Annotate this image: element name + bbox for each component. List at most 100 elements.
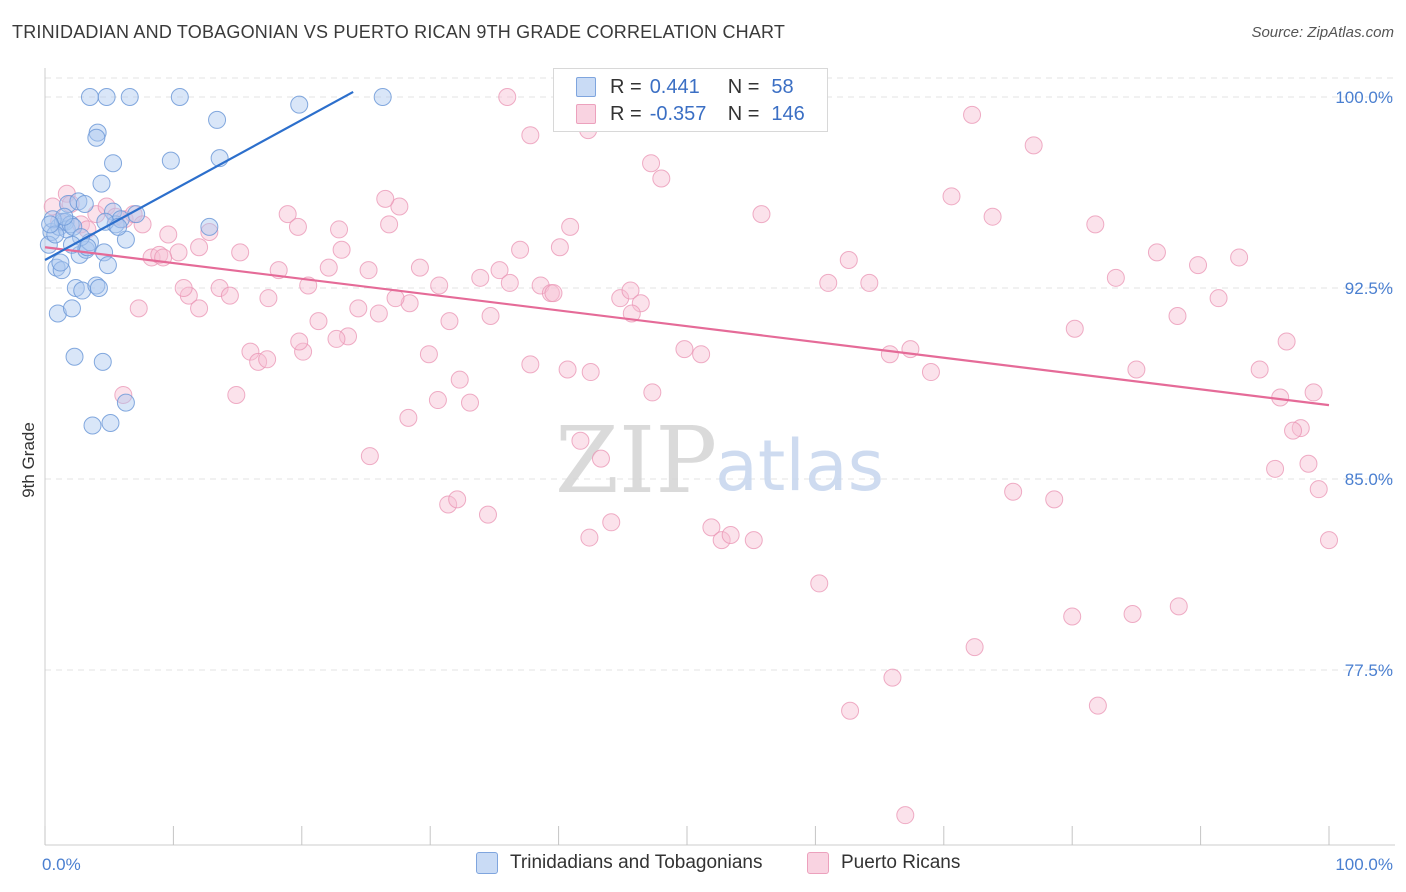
data-point-puerto-ricans	[400, 294, 419, 313]
data-point-puerto-ricans	[622, 304, 641, 323]
data-point-puerto-ricans	[921, 363, 940, 382]
watermark: ZIP atlas	[555, 407, 884, 514]
data-point-puerto-ricans	[1284, 421, 1303, 440]
data-point-puerto-ricans	[675, 340, 694, 359]
data-point-puerto-ricans	[159, 225, 178, 244]
data-point-trinidadians	[80, 88, 99, 106]
data-point-puerto-ricans	[360, 447, 379, 466]
data-point-puerto-ricans	[841, 701, 860, 720]
data-point-trinidadians	[208, 110, 227, 129]
data-point-puerto-ricans	[1299, 454, 1318, 473]
data-point-puerto-ricans	[896, 806, 915, 825]
data-point-puerto-ricans	[478, 505, 497, 524]
legend-swatch-blue	[476, 852, 498, 874]
data-point-puerto-ricans	[721, 526, 740, 545]
data-point-puerto-ricans	[190, 299, 209, 318]
data-point-puerto-ricans	[621, 281, 640, 300]
data-point-puerto-ricans	[1168, 307, 1187, 326]
legend-r-value: -0.357	[649, 102, 707, 125]
legend-item-trinidadians[interactable]: Trinidadians and Tobagonians	[476, 852, 762, 874]
legend-r-label: R =	[610, 75, 642, 98]
legend-swatch-pink	[576, 104, 596, 124]
data-point-puerto-ricans	[43, 197, 62, 216]
data-point-puerto-ricans	[983, 207, 1002, 226]
data-point-puerto-ricans	[471, 268, 490, 287]
data-point-puerto-ricans	[410, 258, 429, 277]
data-point-puerto-ricans	[439, 495, 458, 514]
data-point-puerto-ricans	[428, 391, 447, 410]
data-point-puerto-ricans	[129, 299, 148, 318]
data-point-puerto-ricans	[580, 528, 599, 547]
data-point-puerto-ricans	[550, 238, 569, 257]
data-point-trinidadians	[87, 128, 106, 147]
data-point-puerto-ricans	[288, 217, 307, 236]
data-point-puerto-ricans	[259, 289, 278, 308]
data-point-trinidadians	[290, 95, 309, 114]
data-point-puerto-ricans	[581, 363, 600, 382]
trend-lines	[44, 90, 1330, 407]
data-point-puerto-ricans	[1189, 256, 1208, 275]
data-point-trinidadians	[87, 276, 106, 295]
data-point-puerto-ricans	[319, 258, 338, 277]
data-point-puerto-ricans	[369, 304, 388, 323]
data-point-trinidadians	[120, 88, 139, 106]
data-point-trinidadians	[51, 253, 70, 272]
trend-line-puerto-ricans	[44, 246, 1330, 407]
legend-row-trinidadians: R = 0.441 N = 58	[576, 75, 794, 99]
legend-n-label: N =	[727, 75, 760, 98]
axes	[44, 68, 1395, 846]
data-point-trinidadians	[89, 279, 108, 297]
legend-label: Trinidadians and Tobagonians	[510, 852, 763, 873]
data-point-puerto-ricans	[440, 312, 459, 331]
data-point-puerto-ricans	[1024, 136, 1043, 155]
data-point-puerto-ricans	[174, 279, 193, 297]
y-tick-label: 77.5%	[1345, 661, 1393, 680]
data-point-puerto-ricans	[642, 154, 661, 173]
data-point-puerto-ricans	[1304, 383, 1323, 402]
correlation-legend: R = 0.441 N = 58 R = -0.357 N = 146	[553, 68, 828, 132]
source-label: Source: ZipAtlas.com	[1251, 24, 1394, 41]
y-tick-label: 92.5%	[1345, 279, 1393, 298]
tick-labels: 77.5% 85.0% 92.5% 100.0% 0.0% 100.0%	[42, 88, 1393, 874]
data-point-puerto-ricans	[1230, 248, 1249, 267]
legend-item-puerto-ricans[interactable]: Puerto Ricans	[807, 852, 960, 874]
data-point-trinidadians	[52, 261, 71, 280]
legend-swatch-blue	[576, 77, 596, 97]
data-point-puerto-ricans	[481, 307, 500, 326]
legend-r-value: 0.441	[649, 75, 700, 98]
data-point-trinidadians	[104, 154, 123, 173]
data-point-puerto-ricans	[227, 385, 246, 404]
data-point-puerto-ricans	[258, 350, 277, 369]
data-point-puerto-ricans	[561, 217, 580, 236]
data-point-puerto-ricans	[752, 205, 771, 224]
data-point-puerto-ricans	[963, 105, 982, 124]
data-point-puerto-ricans	[450, 370, 469, 389]
data-point-puerto-ricans	[461, 393, 480, 412]
data-point-puerto-ricans	[1147, 243, 1166, 262]
data-point-puerto-ricans	[332, 240, 351, 259]
data-point-puerto-ricans	[643, 383, 662, 402]
data-point-puerto-ricans	[883, 668, 902, 687]
data-point-puerto-ricans	[521, 126, 540, 145]
data-point-puerto-ricans	[1169, 597, 1188, 616]
data-point-puerto-ricans	[190, 238, 209, 257]
legend-label: Puerto Ricans	[841, 852, 961, 873]
data-point-puerto-ricans	[860, 273, 879, 292]
data-point-puerto-ricans	[1250, 360, 1269, 379]
data-point-puerto-ricans	[544, 284, 563, 303]
data-point-puerto-ricans	[942, 187, 961, 206]
grid-lines	[45, 77, 1395, 671]
x-tick-label: 100.0%	[1335, 855, 1393, 874]
data-point-puerto-ricans	[448, 490, 467, 509]
data-point-puerto-ricans	[1277, 332, 1296, 351]
data-point-puerto-ricans	[1065, 319, 1084, 338]
y-tick-label: 100.0%	[1335, 88, 1393, 107]
data-point-trinidadians	[101, 413, 120, 432]
series-legend: Trinidadians and Tobagonians Puerto Rica…	[0, 852, 1406, 878]
data-point-trinidadians	[43, 210, 62, 229]
data-point-puerto-ricans	[1004, 482, 1023, 501]
data-point-puerto-ricans	[390, 197, 409, 216]
data-point-puerto-ricans	[1127, 360, 1146, 379]
data-point-puerto-ricans	[702, 518, 721, 537]
